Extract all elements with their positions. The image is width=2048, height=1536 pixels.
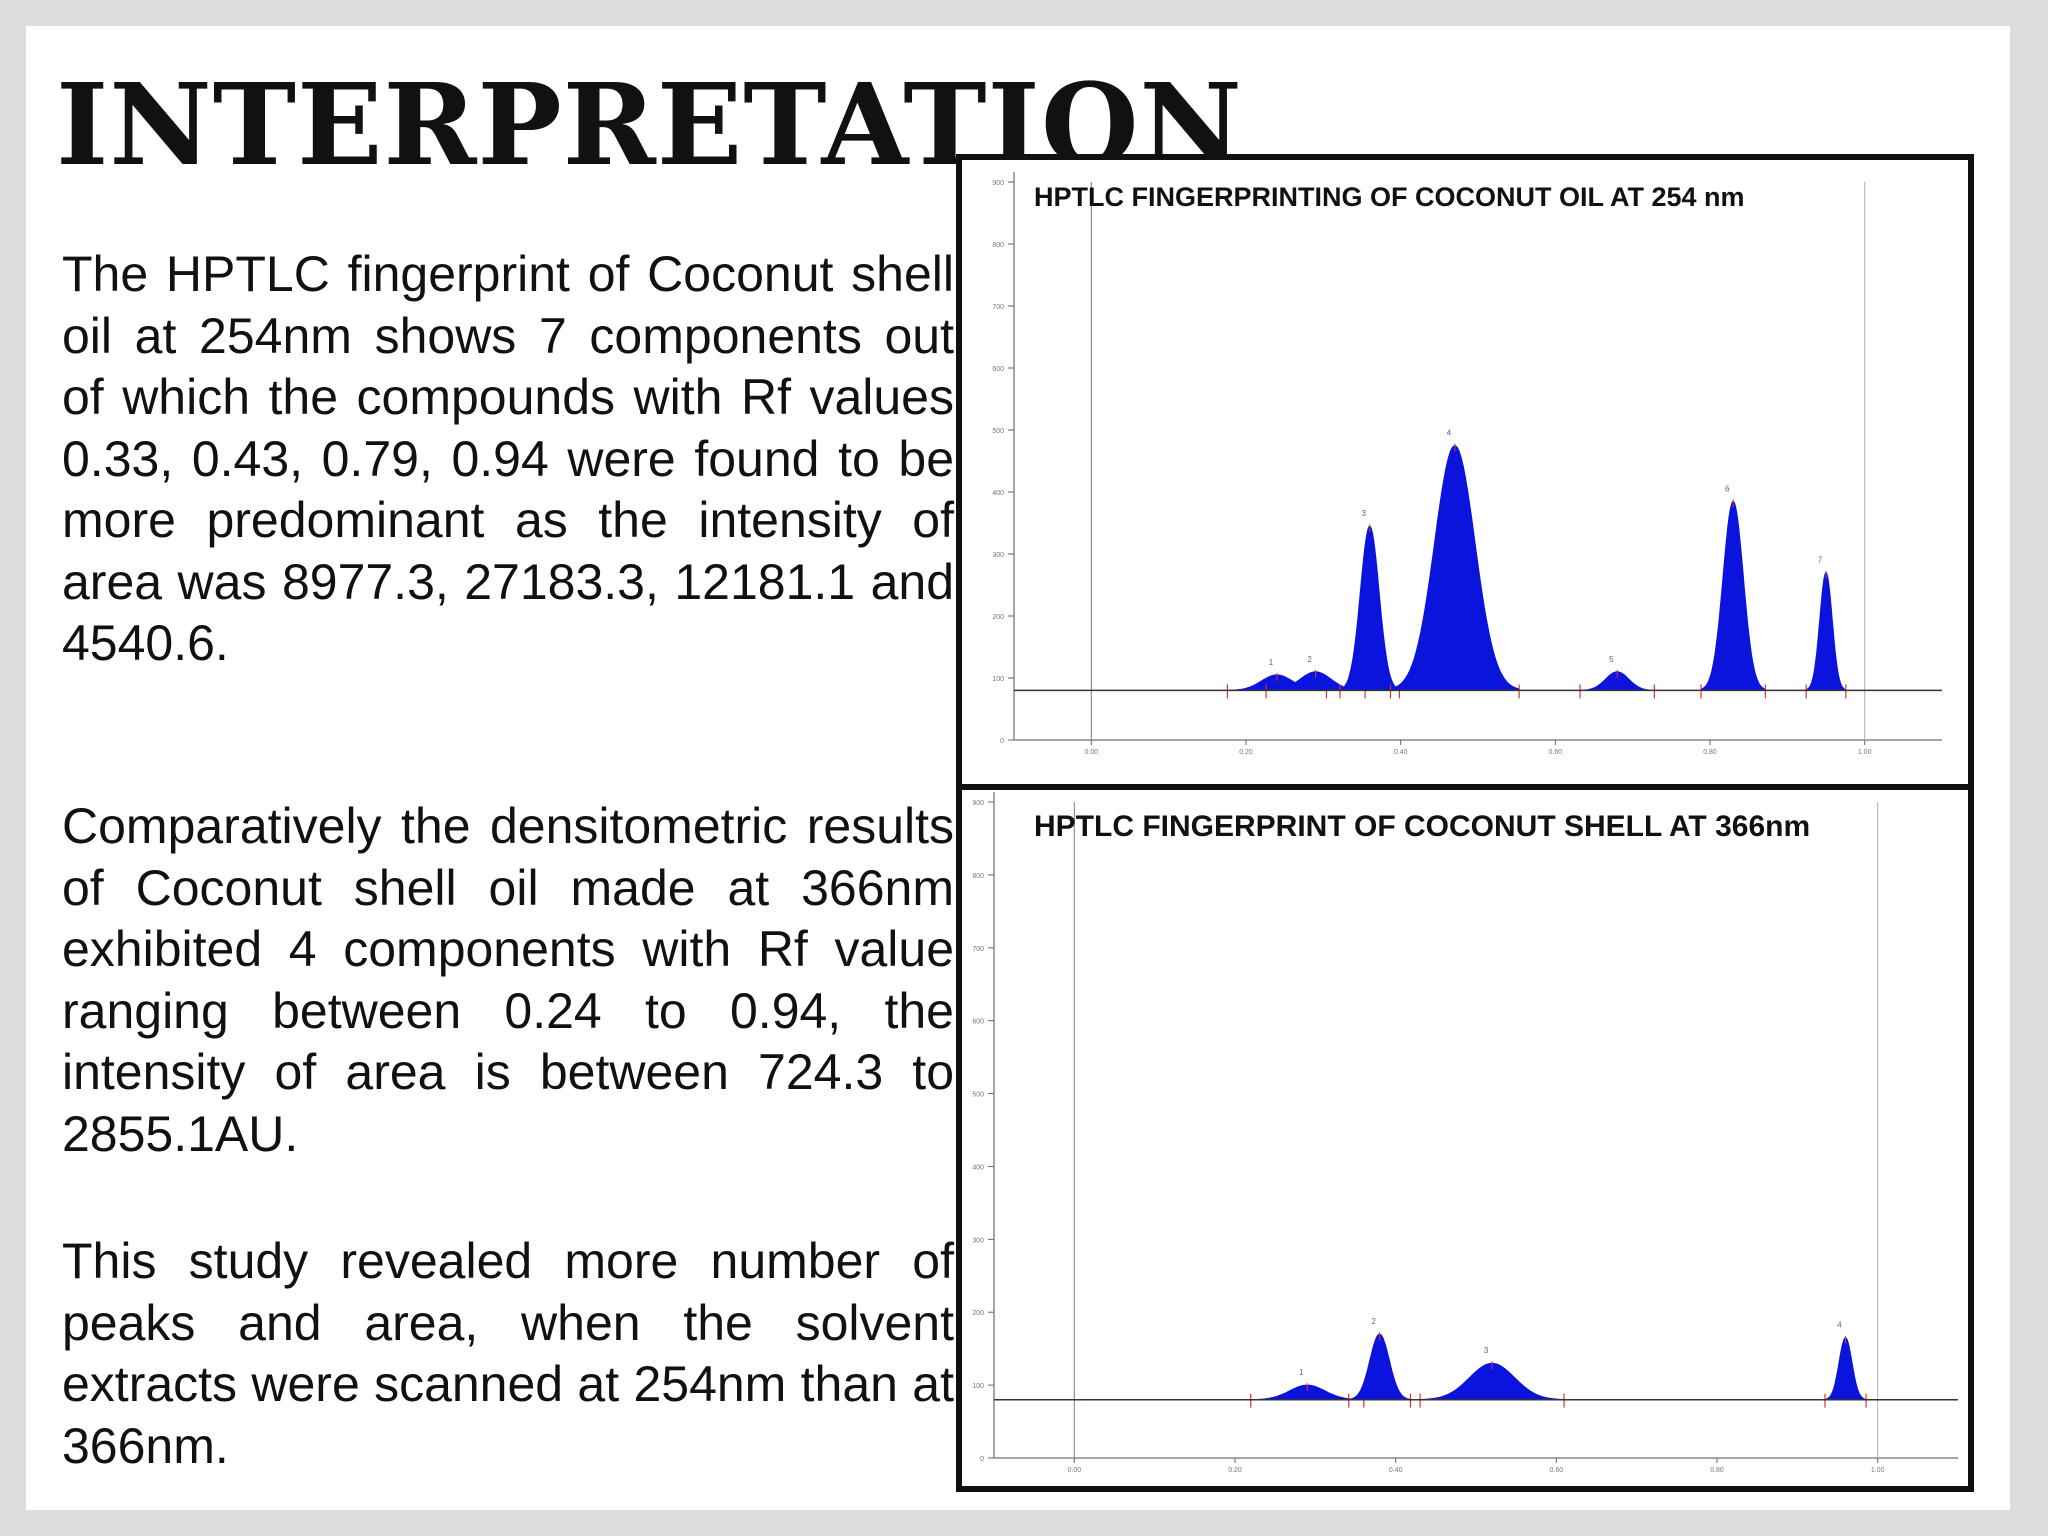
y-tick-label: 600 xyxy=(992,366,1004,373)
peak-2 xyxy=(1348,1333,1411,1401)
paragraph-366nm: Comparatively the densitometric results … xyxy=(62,798,954,1162)
chart-title: HPTLC FINGERPRINTING OF COCONUT OIL AT 2… xyxy=(1034,182,1745,212)
y-tick-label: 300 xyxy=(992,552,1004,559)
peak-label: 2 xyxy=(1371,1317,1376,1326)
y-tick-label: 300 xyxy=(972,1237,984,1244)
peak-label: 5 xyxy=(1609,655,1614,664)
y-tick-label: 700 xyxy=(972,946,984,953)
x-tick-label: 0.40 xyxy=(1389,1467,1403,1474)
peak-label: 4 xyxy=(1837,1321,1842,1330)
x-tick-label: 0.20 xyxy=(1228,1467,1242,1474)
chart-panel-366nm: 0 100 200 300 400 500 600 700 800 900 0.00 0.20 0.40… xyxy=(956,784,1974,1492)
peak-3 xyxy=(1419,1362,1565,1401)
peak-label: 1 xyxy=(1269,658,1274,667)
peak-label: 1 xyxy=(1299,1368,1304,1377)
chart-panel-254nm: 0 100 200 300 400 500 600 700 800 900 0.00 0.20 0.40… xyxy=(956,154,1974,792)
paragraph-254nm: The HPTLC fingerprint of Coconut shell o… xyxy=(62,246,954,671)
x-tick-label: 0.00 xyxy=(1068,1467,1082,1474)
peak-label: 7 xyxy=(1818,556,1823,565)
peak-7 xyxy=(1805,571,1847,691)
y-tick-label: 400 xyxy=(972,1164,984,1171)
y-tick-label: 100 xyxy=(972,1383,984,1390)
y-tick-label: 200 xyxy=(972,1310,984,1317)
y-tick-label: 500 xyxy=(992,428,1004,435)
y-tick-label: 800 xyxy=(972,873,984,880)
x-tick-label: 1.00 xyxy=(1858,749,1872,756)
y-tick-label: 800 xyxy=(992,242,1004,249)
peak-4 xyxy=(1390,444,1520,691)
peak-label: 2 xyxy=(1307,655,1312,664)
y-tick-label: 200 xyxy=(992,614,1004,621)
peak-5 xyxy=(1579,671,1655,691)
peak-3 xyxy=(1339,525,1400,691)
y-tick-label: 700 xyxy=(992,304,1004,311)
y-tick-label: 400 xyxy=(992,490,1004,497)
peak-label: 4 xyxy=(1447,429,1452,438)
peak-6 xyxy=(1700,500,1766,691)
y-tick-label: 100 xyxy=(992,676,1004,683)
y-tick-label: 900 xyxy=(972,800,984,807)
y-tick-label: 600 xyxy=(972,1019,984,1026)
x-tick-label: 0.60 xyxy=(1549,749,1563,756)
y-tick-label: 0 xyxy=(980,1456,984,1463)
chart-254nm: 0 100 200 300 400 500 600 700 800 900 0.00 0.20 0.40… xyxy=(992,172,1942,756)
peak-label: 3 xyxy=(1484,1346,1489,1355)
chart-366nm: 0 100 200 300 400 500 600 700 800 900 0.00 0.20 0.40… xyxy=(972,792,1958,1474)
peak-1 xyxy=(1250,1384,1365,1401)
peak-label: 3 xyxy=(1362,509,1367,518)
x-tick-label: 0.40 xyxy=(1394,749,1408,756)
x-tick-label: 0.60 xyxy=(1550,1467,1564,1474)
x-tick-label: 0.20 xyxy=(1239,749,1253,756)
paragraph-conclusion: This study revealed more number of peaks… xyxy=(62,1233,954,1474)
peak-4 xyxy=(1824,1337,1867,1401)
y-tick-label: 900 xyxy=(992,180,1004,187)
x-tick-label: 1.00 xyxy=(1871,1467,1885,1474)
y-tick-label: 500 xyxy=(972,1092,984,1099)
x-tick-label: 0.80 xyxy=(1710,1467,1724,1474)
y-tick-label: 0 xyxy=(1000,738,1004,745)
chart-title: HPTLC FINGERPRINT OF COCONUT SHELL AT 36… xyxy=(1034,810,1810,843)
peak-label: 6 xyxy=(1725,484,1730,493)
x-tick-label: 0.00 xyxy=(1085,749,1099,756)
x-tick-label: 0.80 xyxy=(1703,749,1717,756)
